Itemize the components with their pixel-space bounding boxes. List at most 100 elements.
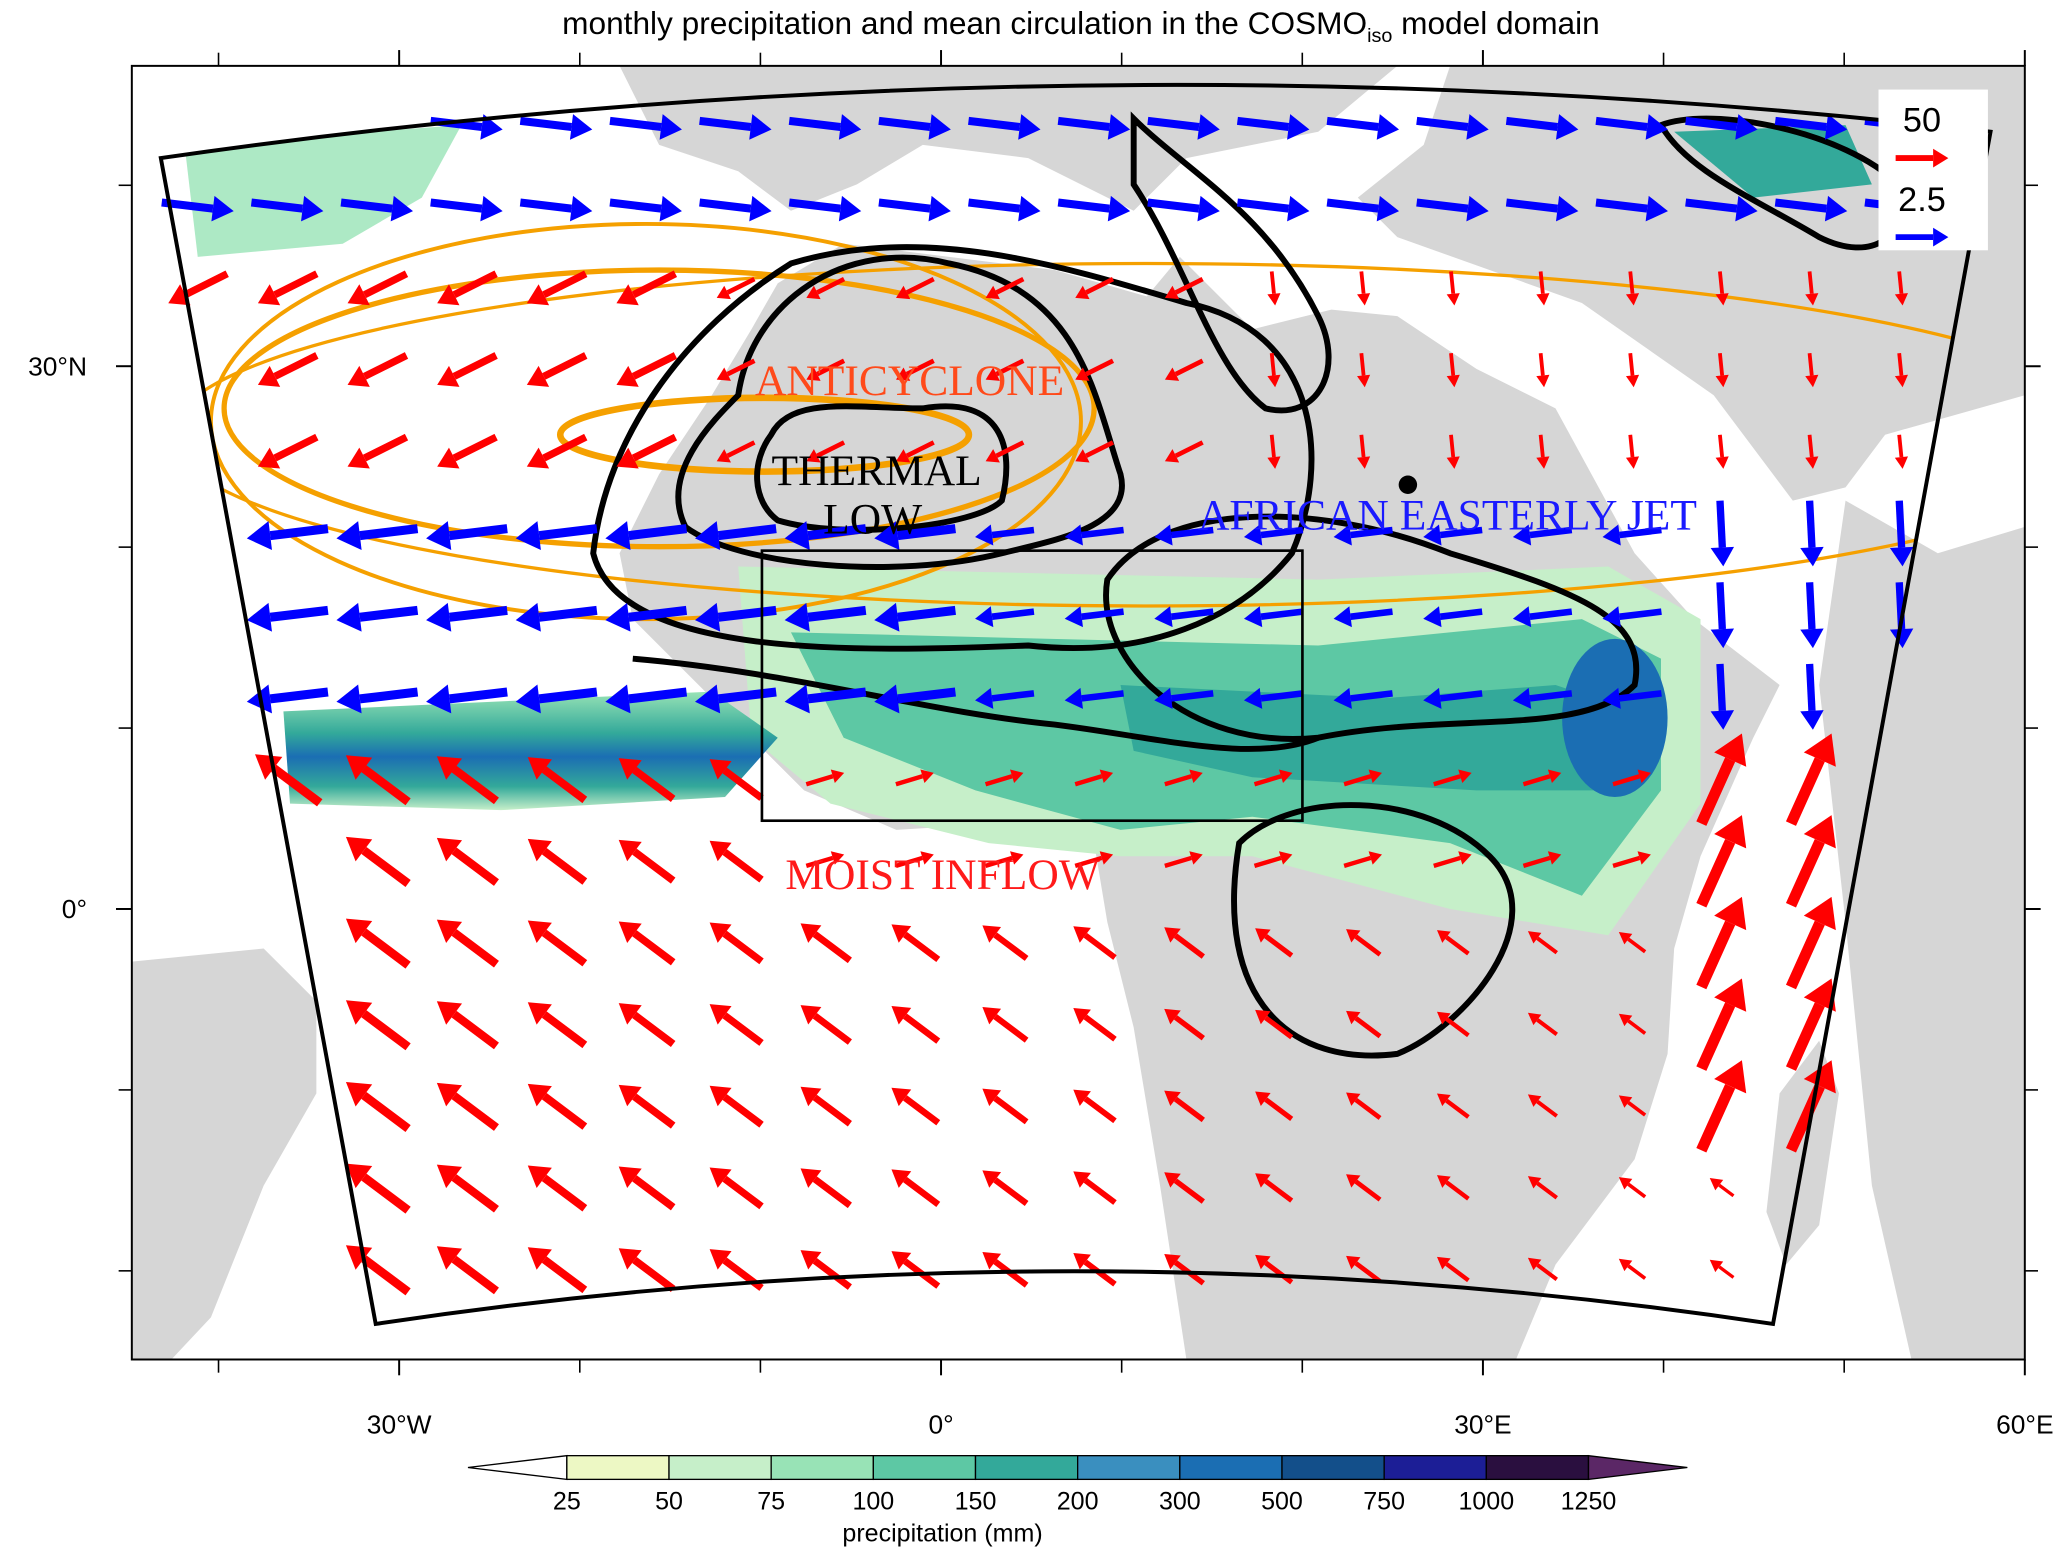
arrow-head [709,922,732,943]
arrow-shaft [726,358,756,377]
colorbar-box [1485,1455,1590,1481]
arrow-shaft [451,929,499,968]
arrow-shaft [1449,352,1456,376]
colorbar-box [1281,1455,1385,1481]
arrow-shaft [1343,774,1372,787]
arrow-shaft [812,1176,852,1209]
arrow-head [800,1086,822,1107]
arrow-head [426,521,452,550]
arrow-shaft [1147,116,1200,131]
arrow-head [1267,374,1281,388]
arrow-head [1164,285,1180,300]
arrow-shaft [1253,855,1282,869]
arrow-head [1547,769,1562,784]
arrow-head [1243,524,1263,546]
arrow-head [1255,1009,1271,1025]
arrow-shaft [269,605,329,622]
arrow-shaft [452,270,498,298]
arrow-shaft [993,1095,1029,1125]
arrow-head [527,1002,552,1025]
arrow-head [874,521,900,550]
arrow-head [1436,1256,1451,1270]
arrow-head [436,756,463,780]
arrow-head [347,284,370,306]
arrow-shaft [1619,690,1662,702]
arrow-shaft [609,116,662,131]
arrow-shaft [805,855,834,869]
arrow-head [1556,195,1579,222]
arrow-shaft [1264,1260,1294,1285]
arrow-head [1709,1178,1724,1191]
arrow-head [1735,195,1758,222]
arrow-shaft [903,1095,941,1126]
arrow-head [527,1165,552,1189]
arrow-head [436,1001,463,1025]
arrow-shaft [717,524,777,541]
arrow-head [928,114,951,140]
arrow-shaft [1619,608,1662,620]
arrow-shaft [609,198,662,213]
arrow-head [1164,1090,1181,1107]
arrow-head [527,1083,552,1107]
arrow-shaft [722,1175,764,1210]
arrow-head [716,367,731,381]
arrow-head [1710,546,1735,567]
arrow-head [1800,546,1824,567]
arrow-head [749,114,772,140]
arrow-head [1255,928,1271,943]
arrow-shaft [1170,608,1214,620]
arrow-head [616,365,639,387]
arrow-head [891,924,912,943]
arrow-shaft [699,116,752,131]
arrow-head [1333,606,1352,628]
arrow-head [1368,769,1382,784]
arrow-shaft [1174,358,1204,377]
arrow-head [1075,285,1090,300]
arrow-shaft [816,276,846,295]
arrow-shaft [1529,608,1573,620]
arrow-head [1618,1013,1633,1027]
arrow-head [1714,815,1747,849]
arrow-shaft [1264,1097,1294,1121]
arrow-head [1099,851,1114,865]
arrow-head [1466,195,1489,222]
arrow-head [1357,293,1371,306]
arrow-shaft [1628,352,1635,376]
x-tick-label: 0° [928,1409,953,1439]
arrow-shaft [1147,198,1200,213]
arrow-shaft [726,276,756,295]
arrow-head [1709,1259,1724,1273]
arrow-shaft [541,1093,588,1130]
colorbar-tick-label: 50 [655,1488,683,1516]
arrow-shaft [1439,690,1483,702]
arrow-shaft [1269,434,1276,458]
arrow-head [1073,1171,1091,1188]
arrow-shaft [541,1174,588,1212]
arrow-head [982,1252,1002,1270]
arrow-shaft [631,352,678,380]
arrow-shaft [1081,526,1124,539]
arrow-head [527,920,552,944]
arrow-head [895,449,911,463]
arrow-head [895,367,911,381]
arrow-shaft [448,687,508,704]
arrow-shaft [726,440,756,458]
arrow-shaft [1897,271,1904,294]
arrow-shaft [1718,434,1725,458]
arrow-shaft [1445,1180,1470,1201]
arrow-head [1346,929,1361,943]
arrow-shaft [1538,271,1545,294]
arrow-shaft [361,765,411,806]
arrow-shaft [897,605,956,622]
arrow-head [1735,114,1758,140]
arrow-head [709,759,732,780]
arrow-head [1368,851,1382,865]
arrow-head [569,114,593,140]
arrow-shaft [1807,271,1814,294]
arrow-shaft [1716,500,1726,548]
arrow-shaft [541,1256,588,1294]
arrow-head [1645,195,1668,222]
arrow-shaft [991,526,1035,539]
arrow-shaft [805,774,834,787]
arrow-head [1064,687,1083,709]
